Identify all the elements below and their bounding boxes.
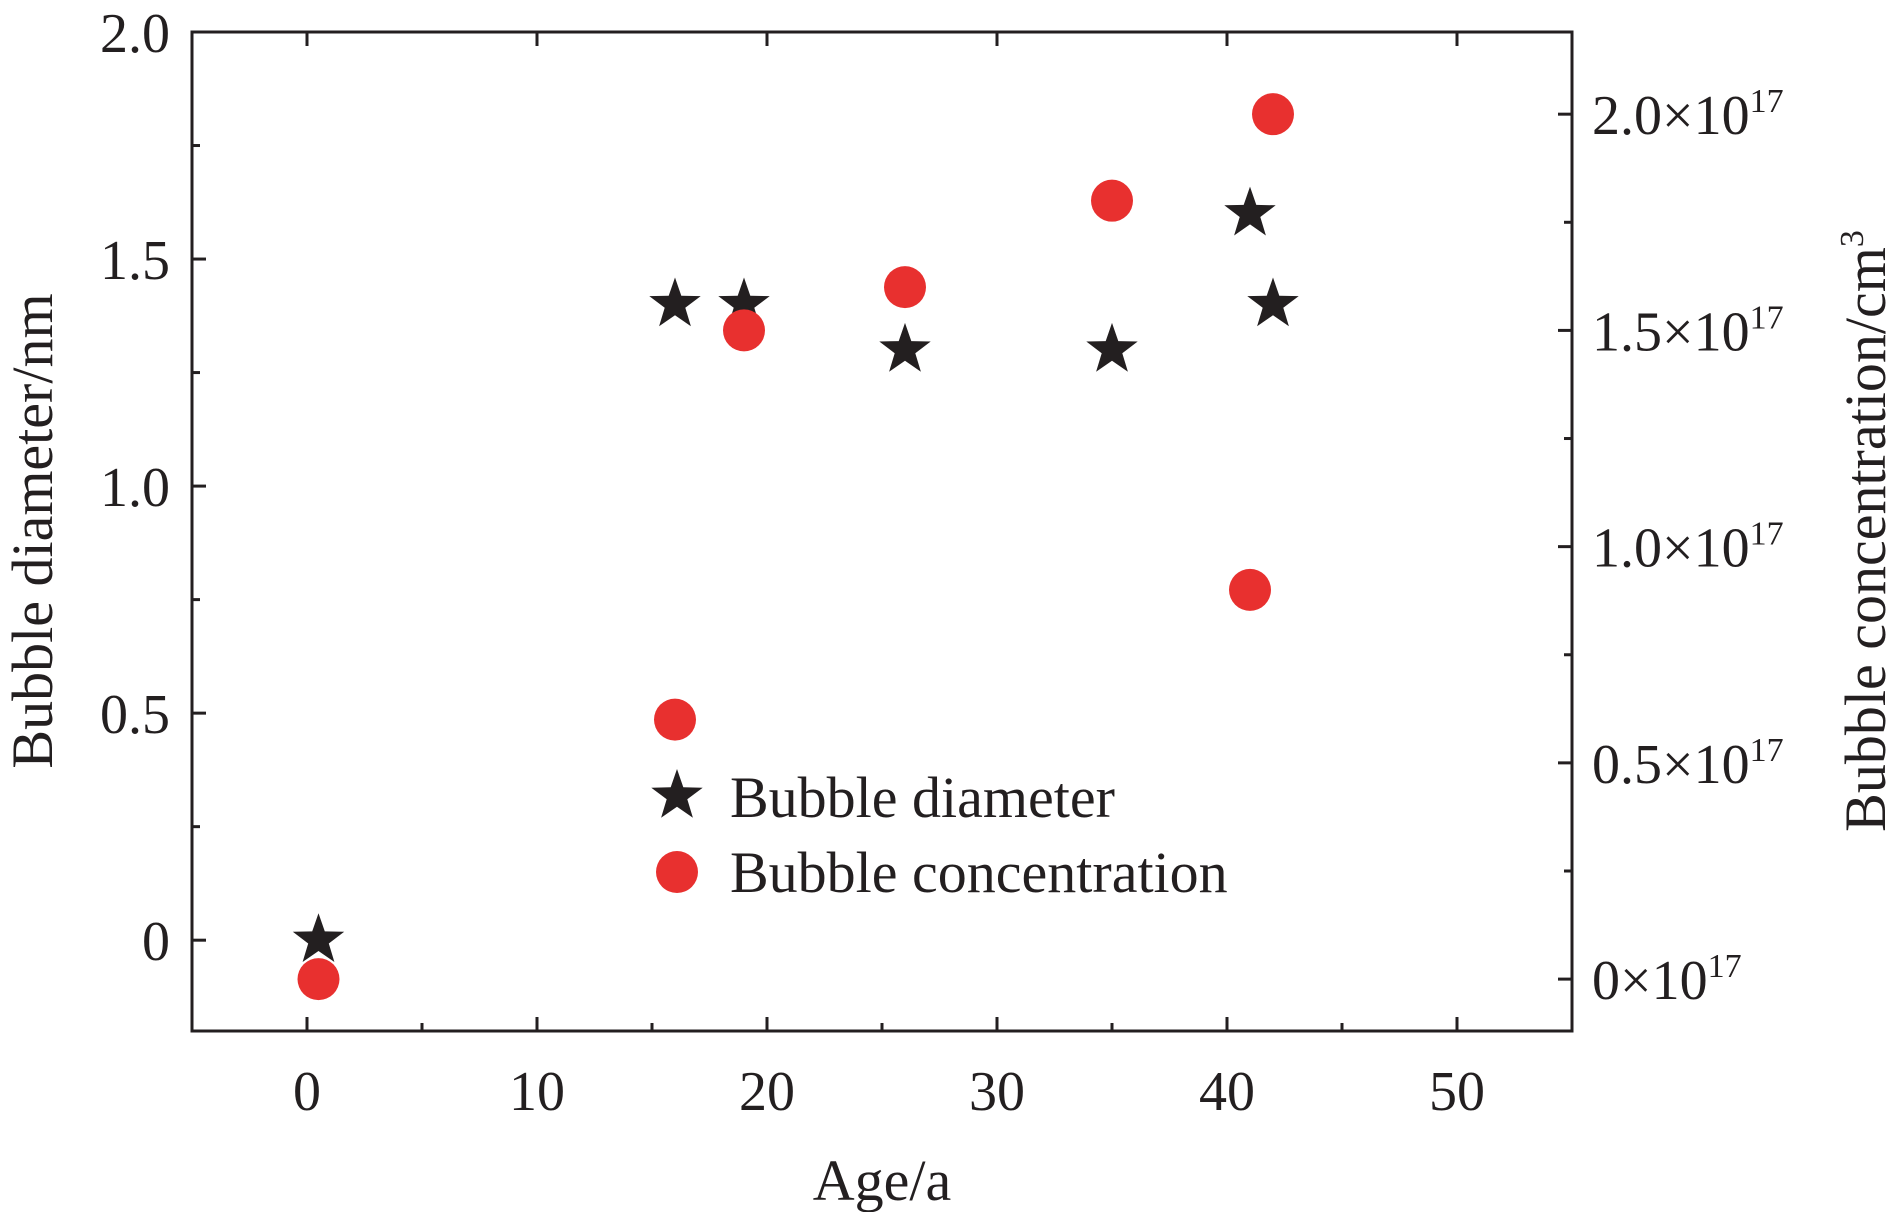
star-marker-icon	[651, 769, 703, 818]
x-axis-title: Age/a	[813, 1148, 952, 1212]
legend-label-bubble-diameter: Bubble diameter	[730, 765, 1115, 830]
right-y-axis-title: Bubble concentration/cm3	[1833, 230, 1890, 832]
x-axis-ticks: 0 10 20 30 40 50	[293, 32, 1485, 1123]
y-left-tick-label: 2.0	[100, 3, 170, 65]
y-left-tick-label: 0	[142, 911, 170, 973]
x-tick-label: 10	[509, 1061, 565, 1123]
y-left-tick-label: 1.5	[100, 230, 170, 292]
x-tick-label: 30	[969, 1061, 1025, 1123]
y-right-tick-label: 0.5×1017	[1592, 732, 1784, 796]
bubble-diameter-point	[649, 277, 701, 327]
data-series	[292, 93, 1299, 1001]
circle-marker-icon	[656, 851, 698, 893]
bubble-concentration-point	[1252, 93, 1294, 136]
x-tick-label: 20	[739, 1061, 795, 1123]
x-tick-label: 0	[293, 1061, 321, 1123]
bubble-diameter-point	[718, 277, 770, 327]
bubble-diameter-point	[1224, 186, 1276, 236]
bubble-diameter-point	[879, 322, 931, 372]
legend-entry-bubble-concentration: Bubble concentration	[656, 840, 1228, 905]
bubble-concentration-point	[723, 309, 765, 352]
left-y-axis-title: Bubble diameter/nm	[0, 293, 65, 768]
left-y-axis-ticks: 0 0.5 1.0 1.5 2.0	[100, 3, 206, 973]
y-left-tick-label: 1.0	[100, 457, 170, 519]
bubble-concentration-point	[297, 958, 340, 1001]
bubble-diameter-point	[1086, 322, 1138, 372]
y-left-tick-label: 0.5	[100, 684, 170, 746]
bubble-diameter-point	[1247, 277, 1299, 327]
bubble-concentration-point	[1229, 568, 1271, 611]
y-right-tick-label: 2.0×1017	[1592, 83, 1784, 147]
bubble-concentration-point	[1091, 179, 1133, 222]
y-right-tick-label: 1.0×1017	[1592, 516, 1784, 580]
bubble-concentration-point	[884, 266, 926, 309]
bubble-concentration-point	[654, 698, 696, 741]
x-tick-label: 50	[1429, 1061, 1485, 1123]
legend-entry-bubble-diameter: Bubble diameter	[651, 765, 1115, 830]
y-right-tick-label: 1.5×1017	[1592, 299, 1784, 363]
right-y-axis-ticks: 0×1017 0.5×1017 1.0×1017 1.5×1017 2.0×1017	[1558, 83, 1784, 1012]
x-tick-label: 40	[1199, 1061, 1255, 1123]
bubble-diameter-point	[292, 913, 345, 962]
legend: Bubble diameter Bubble concentration	[651, 765, 1228, 905]
y-right-tick-label: 0×1017	[1592, 948, 1742, 1012]
legend-label-bubble-concentration: Bubble concentration	[730, 840, 1228, 905]
